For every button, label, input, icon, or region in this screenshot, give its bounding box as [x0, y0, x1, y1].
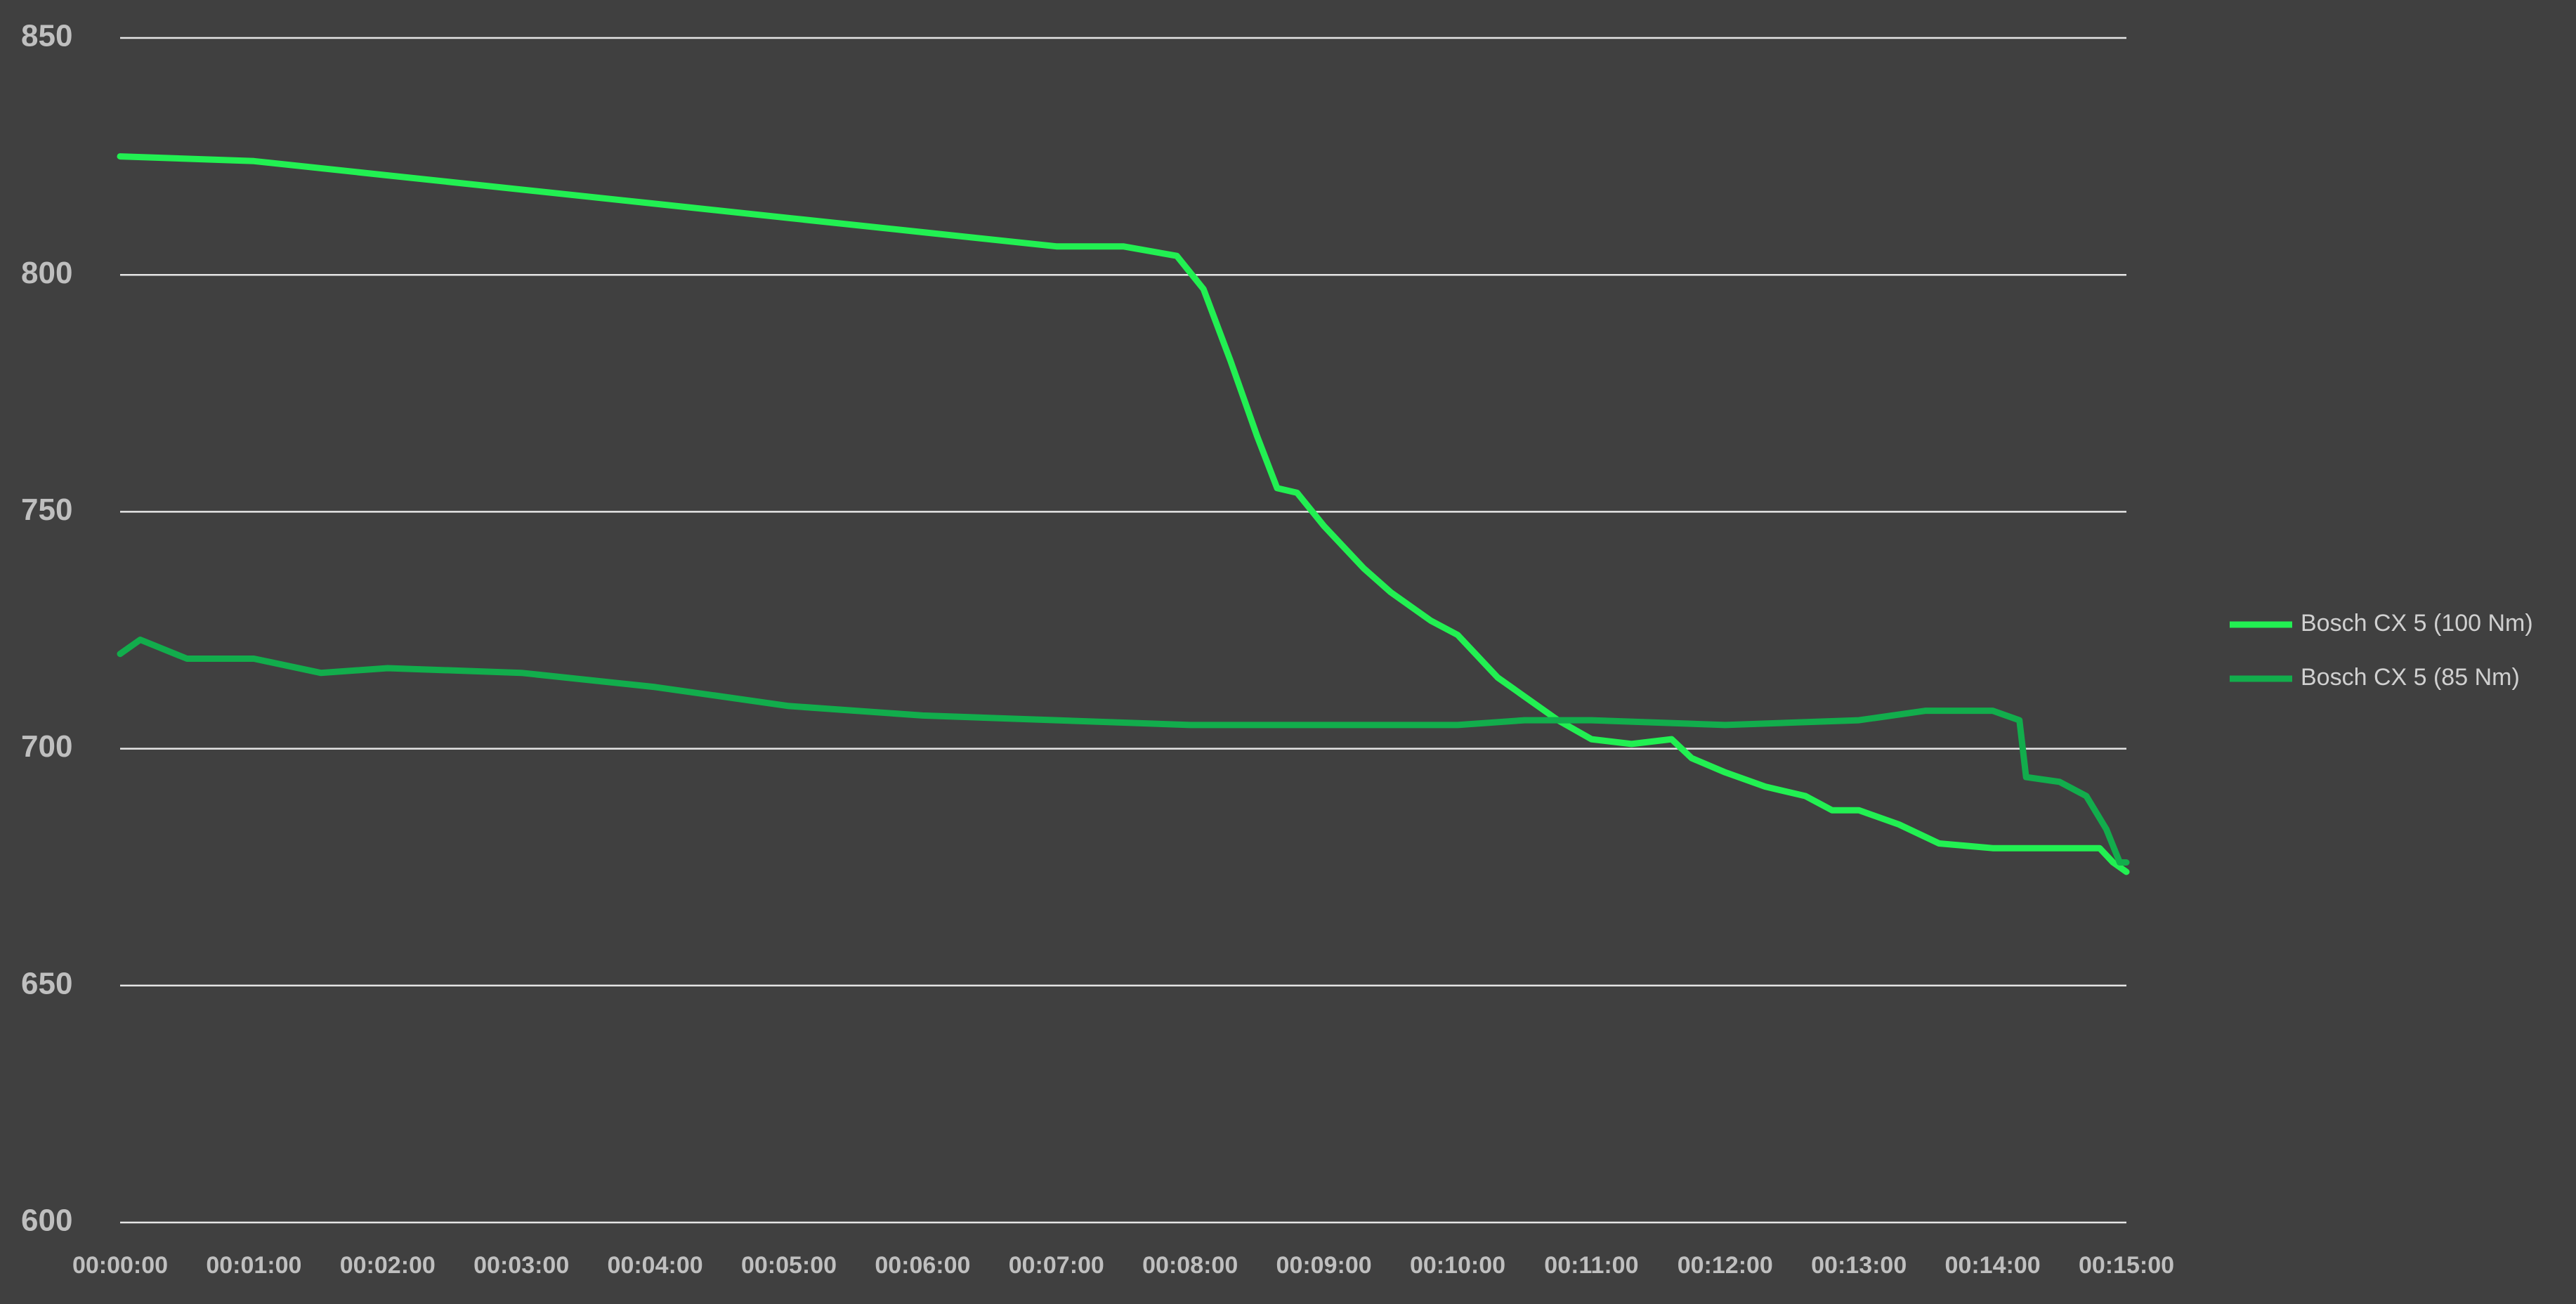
- legend-label: Bosch CX 5 (85 Nm): [2301, 664, 2520, 691]
- x-tick-label: 00:02:00: [340, 1252, 436, 1279]
- x-tick-label: 00:01:00: [206, 1252, 301, 1279]
- x-tick-label: 00:14:00: [1945, 1252, 2041, 1279]
- legend-label: Bosch CX 5 (100 Nm): [2301, 610, 2533, 637]
- x-tick-label: 00:09:00: [1276, 1252, 1372, 1279]
- x-tick-label: 00:00:00: [72, 1252, 168, 1279]
- x-tick-label: 00:15:00: [2079, 1252, 2174, 1279]
- x-tick-label: 00:04:00: [608, 1252, 703, 1279]
- series-line: [117, 637, 2130, 866]
- x-tick-label: 00:06:00: [875, 1252, 970, 1279]
- y-tick-label: 850: [21, 19, 72, 53]
- y-tick-label: 800: [21, 256, 72, 290]
- x-tick-label: 00:12:00: [1678, 1252, 1773, 1279]
- x-tick-label: 00:07:00: [1009, 1252, 1104, 1279]
- x-tick-label: 00:03:00: [473, 1252, 569, 1279]
- x-tick-label: 00:05:00: [741, 1252, 837, 1279]
- y-tick-label: 650: [21, 966, 72, 1000]
- x-tick-label: 00:08:00: [1142, 1252, 1238, 1279]
- series-line: [117, 153, 2130, 875]
- y-tick-label: 700: [21, 729, 72, 764]
- x-tick-label: 00:11:00: [1544, 1252, 1638, 1279]
- y-tick-label: 750: [21, 493, 72, 527]
- x-tick-label: 00:10:00: [1410, 1252, 1505, 1279]
- x-tick-label: 00:13:00: [1811, 1252, 1907, 1279]
- y-tick-label: 600: [21, 1204, 72, 1238]
